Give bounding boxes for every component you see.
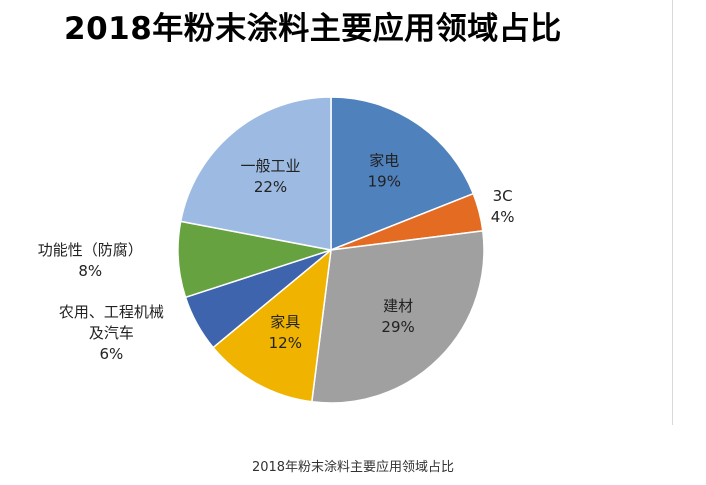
slice-category-label: 功能性（防腐） bbox=[38, 241, 143, 259]
slice-value-label: 12% bbox=[269, 334, 302, 352]
slice-value-label: 8% bbox=[78, 262, 102, 280]
chart-area: 2018年粉末涂料主要应用领域占比 家电 19% 3C 4% 建材 29% 家具 12% 农用、… bbox=[37, 11, 562, 404]
pie-slice bbox=[212, 249, 332, 403]
pie-slice bbox=[311, 230, 485, 404]
slice-value-label: 4% bbox=[491, 208, 515, 226]
slice-value-label: 19% bbox=[368, 173, 401, 191]
slice-category-label: 农用、工程机械 bbox=[59, 303, 164, 321]
figure-caption: 2018年粉末涂料主要应用领域占比 bbox=[251, 460, 455, 475]
chart-title: 2018年粉末涂料主要应用领域占比 bbox=[64, 11, 562, 47]
slice-value-label: 29% bbox=[381, 318, 414, 336]
slice-category-label: 及汽车 bbox=[89, 324, 134, 342]
pie-slice bbox=[179, 96, 332, 251]
chart-border bbox=[672, 0, 673, 425]
slice-value-label: 6% bbox=[100, 345, 124, 363]
slice-category-label: 建材 bbox=[383, 297, 413, 315]
slice-category-label: 家电 bbox=[369, 152, 399, 170]
slice-category-label: 一般工业 bbox=[240, 157, 300, 175]
pie-slice bbox=[330, 96, 475, 251]
slice-value-label: 22% bbox=[254, 178, 287, 196]
slice-category-label: 3C bbox=[493, 187, 513, 205]
slice-category-label: 家具 bbox=[270, 313, 300, 331]
